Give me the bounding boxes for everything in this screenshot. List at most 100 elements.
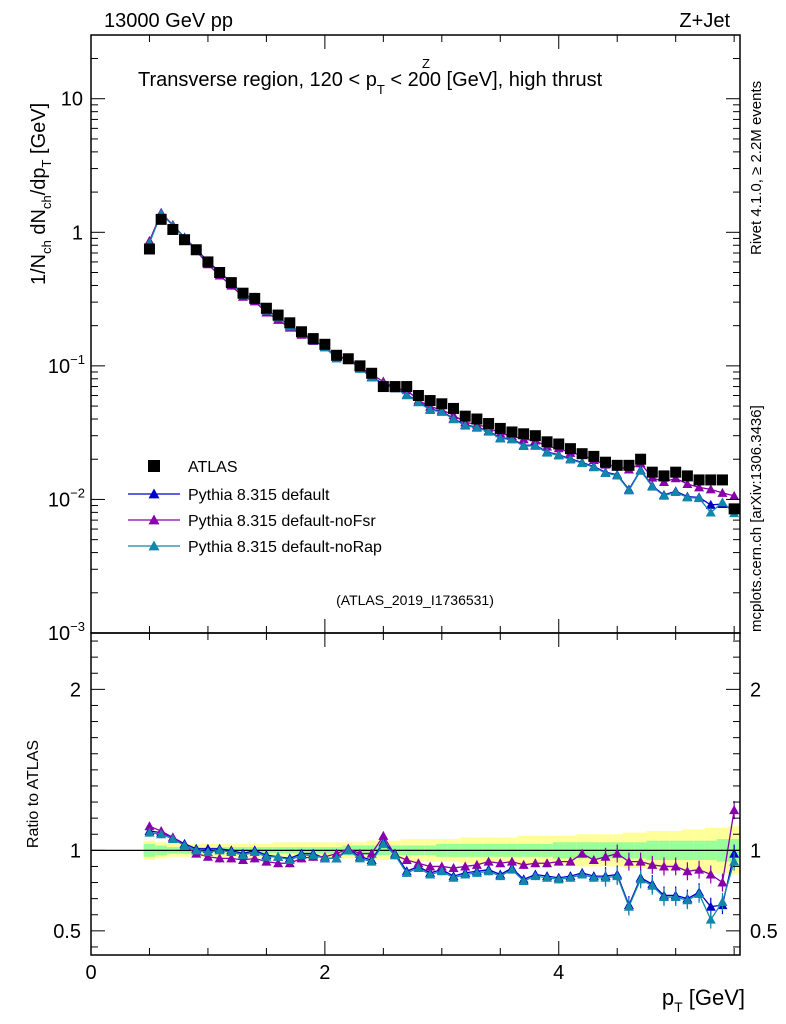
point-pythia-8-315-default-norap bbox=[436, 406, 447, 416]
legend-marker bbox=[148, 488, 160, 499]
point-pythia-8-315-default-norap bbox=[705, 507, 716, 517]
point-atlas bbox=[354, 360, 366, 372]
point-pythia-8-315-default-norap bbox=[647, 481, 658, 491]
point-pythia-8-315-default-nofsr bbox=[694, 482, 705, 492]
point-atlas bbox=[658, 470, 670, 482]
point-atlas bbox=[366, 367, 378, 379]
ratio-point-pythia-8-315-default-norap bbox=[238, 850, 249, 860]
ratio-point-pythia-8-315-default-nofsr bbox=[682, 866, 693, 876]
ratio-point-pythia-8-315-default-norap bbox=[144, 827, 155, 837]
ratio-point-pythia-8-315-default-norap bbox=[378, 838, 389, 848]
ratio-point-pythia-8-315-default-norap bbox=[460, 869, 471, 879]
ratio-point-pythia-8-315-default-nofsr bbox=[144, 821, 155, 831]
ratio-y-tick-label: 1 bbox=[70, 840, 81, 862]
point-pythia-8-315-default-nofsr bbox=[705, 484, 716, 494]
ratio-y-axis-label: Ratio to ATLAS bbox=[25, 740, 42, 848]
legend-label: Pythia 8.315 default-noRap bbox=[188, 539, 382, 556]
point-pythia-8-315-default-norap bbox=[425, 404, 436, 414]
ratio-point-pythia-8-315-default-nofsr bbox=[530, 858, 541, 868]
ratio-point-pythia-8-315-default-nofsr bbox=[238, 855, 249, 865]
ratio-point-pythia-8-315-default-nofsr bbox=[261, 856, 272, 866]
ratio-point-pythia-8-315-default-norap bbox=[647, 880, 658, 890]
ratio-point-pythia-8-315-default bbox=[705, 901, 716, 911]
point-atlas bbox=[284, 317, 296, 329]
point-atlas bbox=[225, 277, 237, 289]
point-pythia-8-315-default-norap bbox=[506, 434, 517, 444]
ratio-point-pythia-8-315-default-norap bbox=[553, 874, 564, 884]
ratio-point-pythia-8-315-default-nofsr bbox=[413, 858, 424, 868]
ratio-panel: 2 2 1 1 0.5 0.5 0 2 4 Ratio to ATLAS pT [GeV] bbox=[25, 632, 778, 1015]
point-pythia-8-315-default-norap bbox=[483, 426, 494, 436]
point-atlas bbox=[670, 466, 682, 478]
ratio-point-pythia-8-315-default-norap bbox=[331, 853, 342, 863]
x-axis-label-sub: T bbox=[674, 999, 683, 1015]
plot-title-rest: < 200 [GeV], high thrust bbox=[385, 69, 603, 91]
point-pythia-8-315-default-nofsr bbox=[717, 487, 728, 497]
point-atlas bbox=[611, 459, 623, 471]
ratio-y-tick-label-right: 0.5 bbox=[750, 921, 778, 943]
point-atlas bbox=[179, 234, 191, 246]
ratio-point-pythia-8-315-default-nofsr bbox=[705, 869, 716, 879]
ratio-point-pythia-8-315-default-nofsr bbox=[366, 848, 377, 858]
ratio-point-pythia-8-315-default-norap bbox=[156, 829, 167, 839]
point-atlas bbox=[600, 456, 612, 468]
ratio-point-pythia-8-315-default-norap bbox=[577, 869, 588, 879]
point-atlas bbox=[459, 410, 471, 422]
top-y-tick-label: 10−2 bbox=[48, 485, 85, 511]
point-pythia-8-315-default-norap bbox=[635, 465, 646, 475]
ratio-point-pythia-8-315-default-nofsr bbox=[506, 856, 517, 866]
ratio-point-pythia-8-315-default-norap bbox=[249, 846, 260, 856]
ratio-point-pythia-8-315-default-norap bbox=[319, 853, 330, 863]
point-pythia-8-315-default-norap bbox=[658, 490, 669, 500]
ratio-point-pythia-8-315-default-norap bbox=[308, 850, 319, 860]
point-atlas bbox=[716, 474, 728, 486]
point-pythia-8-315-default-norap bbox=[495, 433, 506, 443]
point-atlas bbox=[588, 450, 600, 462]
ratio-point-pythia-8-315-default-nofsr bbox=[273, 858, 284, 868]
ratio-point-pythia-8-315-default-nofsr bbox=[670, 861, 681, 871]
ratio-point-pythia-8-315-default-norap bbox=[635, 874, 646, 884]
ratio-point-pythia-8-315-default-nofsr bbox=[378, 830, 389, 840]
x-tick-label: 0 bbox=[85, 962, 96, 984]
ratio-point-pythia-8-315-default-nofsr bbox=[553, 856, 564, 866]
ratio-point-pythia-8-315-default-norap bbox=[179, 840, 190, 850]
point-atlas bbox=[448, 402, 460, 414]
ratio-point-pythia-8-315-default-nofsr bbox=[717, 877, 728, 887]
point-atlas bbox=[295, 326, 307, 338]
point-atlas bbox=[155, 213, 167, 225]
point-pythia-8-315-default-norap bbox=[612, 470, 623, 480]
top-panel: 10 1 10−1 10−2 10−3 Transverse region, 120 <… bbox=[28, 34, 741, 645]
point-atlas bbox=[635, 453, 647, 465]
point-atlas bbox=[249, 292, 261, 304]
ratio-y-tick-label: 0.5 bbox=[53, 921, 81, 943]
top-y-tick-label: 10−1 bbox=[48, 352, 85, 378]
point-atlas bbox=[214, 267, 226, 279]
top-x-ticks bbox=[90, 35, 735, 633]
point-atlas bbox=[705, 474, 717, 486]
ratio-point-pythia-8-315-default-norap bbox=[670, 892, 681, 902]
ratio-point-pythia-8-315-default-norap bbox=[588, 872, 599, 882]
ratio-point-pythia-8-315-default-norap bbox=[471, 867, 482, 877]
analysis-label: (ATLAS_2019_I1736531) bbox=[336, 592, 494, 608]
ratio-point-pythia-8-315-default-norap bbox=[261, 851, 272, 861]
point-atlas bbox=[237, 287, 249, 299]
point-pythia-8-315-default-norap bbox=[530, 440, 541, 450]
ratio-point-pythia-8-315-default-nofsr bbox=[471, 859, 482, 869]
mcplots-label: mcplots.cern.ch [arXiv:1306.3436] bbox=[748, 405, 765, 632]
point-pythia-8-315-default-norap bbox=[448, 414, 459, 424]
ratio-point-pythia-8-315-default-nofsr bbox=[495, 858, 506, 868]
ratio-point-pythia-8-315-default-norap bbox=[214, 845, 225, 855]
rivet-label: Rivet 4.1.0, ≥ 2.2M events bbox=[748, 81, 765, 255]
legend-label: ATLAS bbox=[188, 459, 238, 476]
x-tick-label: 2 bbox=[319, 962, 330, 984]
point-atlas bbox=[389, 381, 401, 393]
point-pythia-8-315-default-nofsr bbox=[658, 477, 669, 487]
ratio-point-pythia-8-315-default-norap bbox=[694, 888, 705, 898]
ratio-point-pythia-8-315-default-norap bbox=[729, 856, 740, 866]
ratio-point-pythia-8-315-default-norap bbox=[413, 863, 424, 873]
point-atlas bbox=[190, 244, 202, 256]
ratio-point-pythia-8-315-default-norap bbox=[483, 866, 494, 876]
ratio-y-tick-label: 2 bbox=[70, 679, 81, 701]
top-y-tick-label: 10 bbox=[61, 89, 83, 111]
